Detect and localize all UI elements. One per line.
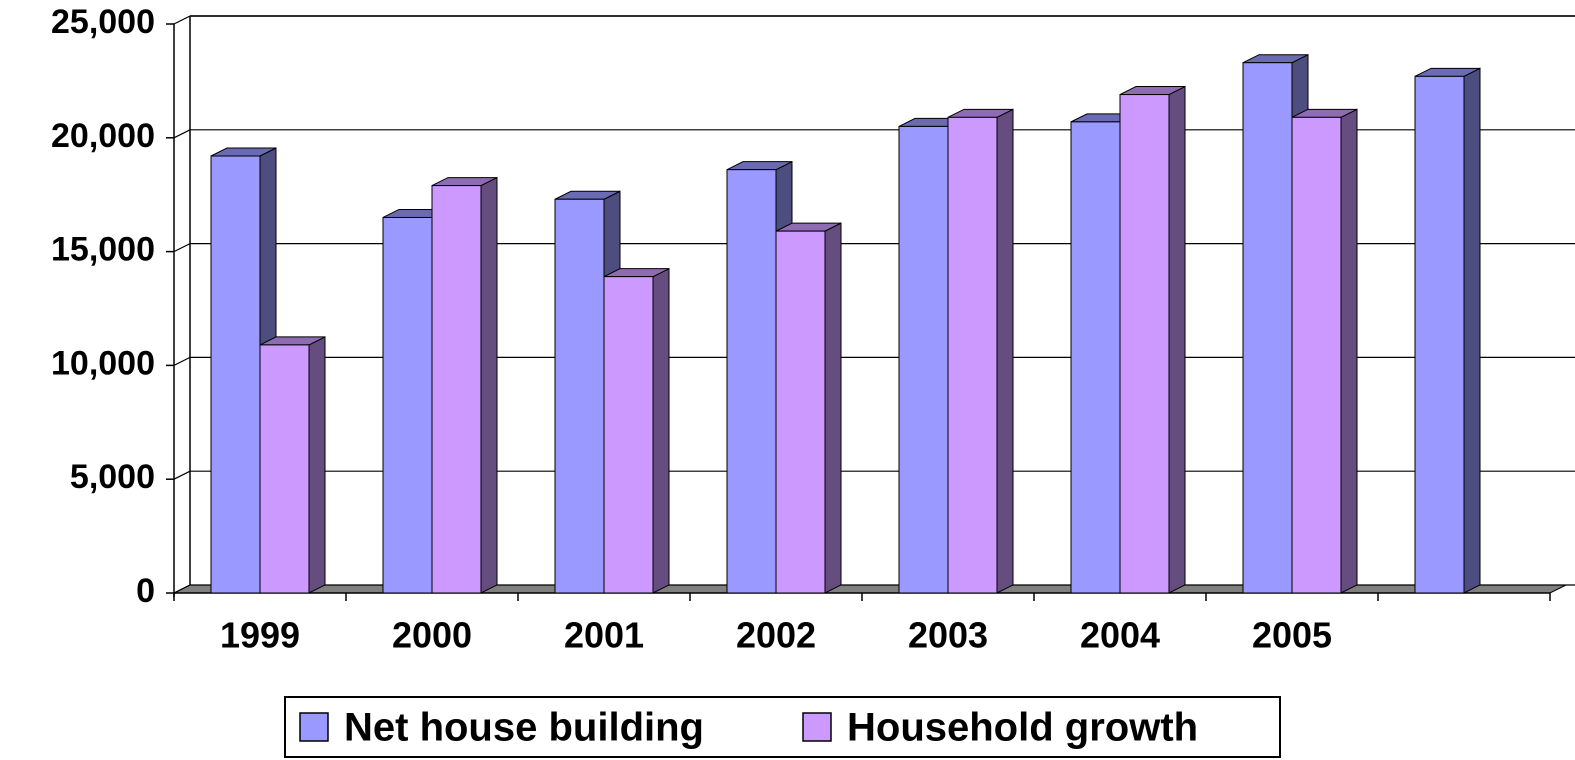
bar-front (259, 344, 310, 594)
legend-swatch (299, 712, 329, 742)
bar-front (554, 198, 605, 594)
grid-line-side (173, 129, 191, 139)
legend-label: Net house building (344, 706, 704, 750)
legend-label: Household growth (847, 706, 1198, 750)
grid-line-side (173, 584, 191, 594)
bar-front (775, 230, 826, 594)
bar (1291, 108, 1358, 594)
x-tick-label: 2004 (1080, 615, 1160, 656)
y-tick-label: 20,000 (51, 117, 155, 155)
y-tick-label: 25,000 (51, 3, 155, 41)
bar-side (652, 267, 670, 594)
bar-side (308, 336, 326, 594)
grid-line-side (173, 243, 191, 253)
bar (431, 176, 498, 594)
legend-box (284, 696, 1281, 758)
bar-front (210, 155, 261, 594)
bar-front (1119, 94, 1170, 594)
bar-side (1340, 108, 1358, 594)
bar (1119, 85, 1186, 594)
bar-side (824, 222, 842, 594)
grid-line-side (173, 470, 191, 480)
grid-line-side (173, 15, 191, 25)
x-tick-label: 2001 (564, 615, 644, 656)
bar-front (1414, 75, 1465, 594)
bar-front (1242, 62, 1293, 594)
bar-side (996, 108, 1014, 594)
legend-swatch (802, 712, 832, 742)
bar (775, 222, 842, 594)
x-tick-label: 2003 (908, 615, 988, 656)
x-tick-label: 2000 (392, 615, 472, 656)
y-tick-label: 0 (136, 572, 155, 610)
bar (603, 267, 670, 594)
y-tick-label: 5,000 (70, 458, 155, 496)
y-tick-label: 15,000 (51, 231, 155, 269)
bar-side (480, 176, 498, 594)
x-tick-label: 2002 (736, 615, 816, 656)
y-tick-label: 10,000 (51, 344, 155, 382)
x-tick-label: 2005 (1252, 615, 1332, 656)
bar-side (1168, 85, 1186, 594)
bar-front (726, 169, 777, 594)
bar (947, 108, 1014, 594)
bar-front (603, 276, 654, 594)
bar (1414, 67, 1481, 594)
bar (259, 336, 326, 594)
bar-front (1070, 121, 1121, 594)
bar-front (431, 185, 482, 594)
bar-front (1291, 116, 1342, 594)
grid-line-side (173, 356, 191, 366)
bar-front (382, 216, 433, 594)
bar-side (1463, 67, 1481, 594)
x-tick-label: 1999 (220, 615, 300, 656)
bar-front (898, 125, 949, 594)
bar-front (947, 116, 998, 594)
